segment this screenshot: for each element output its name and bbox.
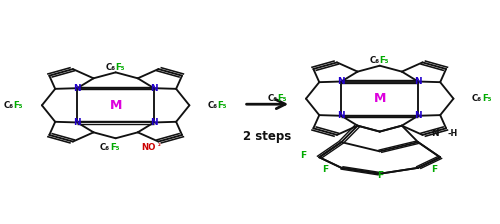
Text: F₅: F₅ <box>278 94 287 103</box>
Text: M: M <box>110 99 122 112</box>
Text: F: F <box>300 151 306 160</box>
Text: F₅: F₅ <box>116 63 125 72</box>
Text: C₆: C₆ <box>4 101 14 110</box>
Text: F: F <box>322 165 328 174</box>
Text: C₆: C₆ <box>100 143 110 152</box>
Text: N: N <box>414 77 422 86</box>
Text: N: N <box>338 77 345 86</box>
Text: N: N <box>414 111 422 120</box>
Text: NO: NO <box>142 143 156 152</box>
Text: F₅: F₅ <box>380 56 389 65</box>
Text: C₆: C₆ <box>106 63 116 72</box>
Text: F: F <box>376 171 383 180</box>
Text: ₂: ₂ <box>158 142 160 147</box>
Text: C₆: C₆ <box>208 101 218 110</box>
Text: F: F <box>432 165 438 174</box>
Text: N: N <box>432 129 439 138</box>
Text: N: N <box>74 84 81 93</box>
Text: F₅: F₅ <box>218 101 227 110</box>
Text: -H: -H <box>448 129 458 138</box>
Text: N: N <box>150 118 158 127</box>
Text: F₅: F₅ <box>14 101 23 110</box>
Text: N: N <box>150 84 158 93</box>
Text: M: M <box>374 92 386 105</box>
Text: C₆: C₆ <box>268 94 278 103</box>
Text: N: N <box>338 111 345 120</box>
Text: N: N <box>74 118 81 127</box>
Text: F₅: F₅ <box>110 143 120 152</box>
Text: 2 steps: 2 steps <box>243 130 291 143</box>
Text: F₅: F₅ <box>482 94 492 103</box>
Text: C₆: C₆ <box>472 94 482 103</box>
Text: C₆: C₆ <box>370 56 380 65</box>
